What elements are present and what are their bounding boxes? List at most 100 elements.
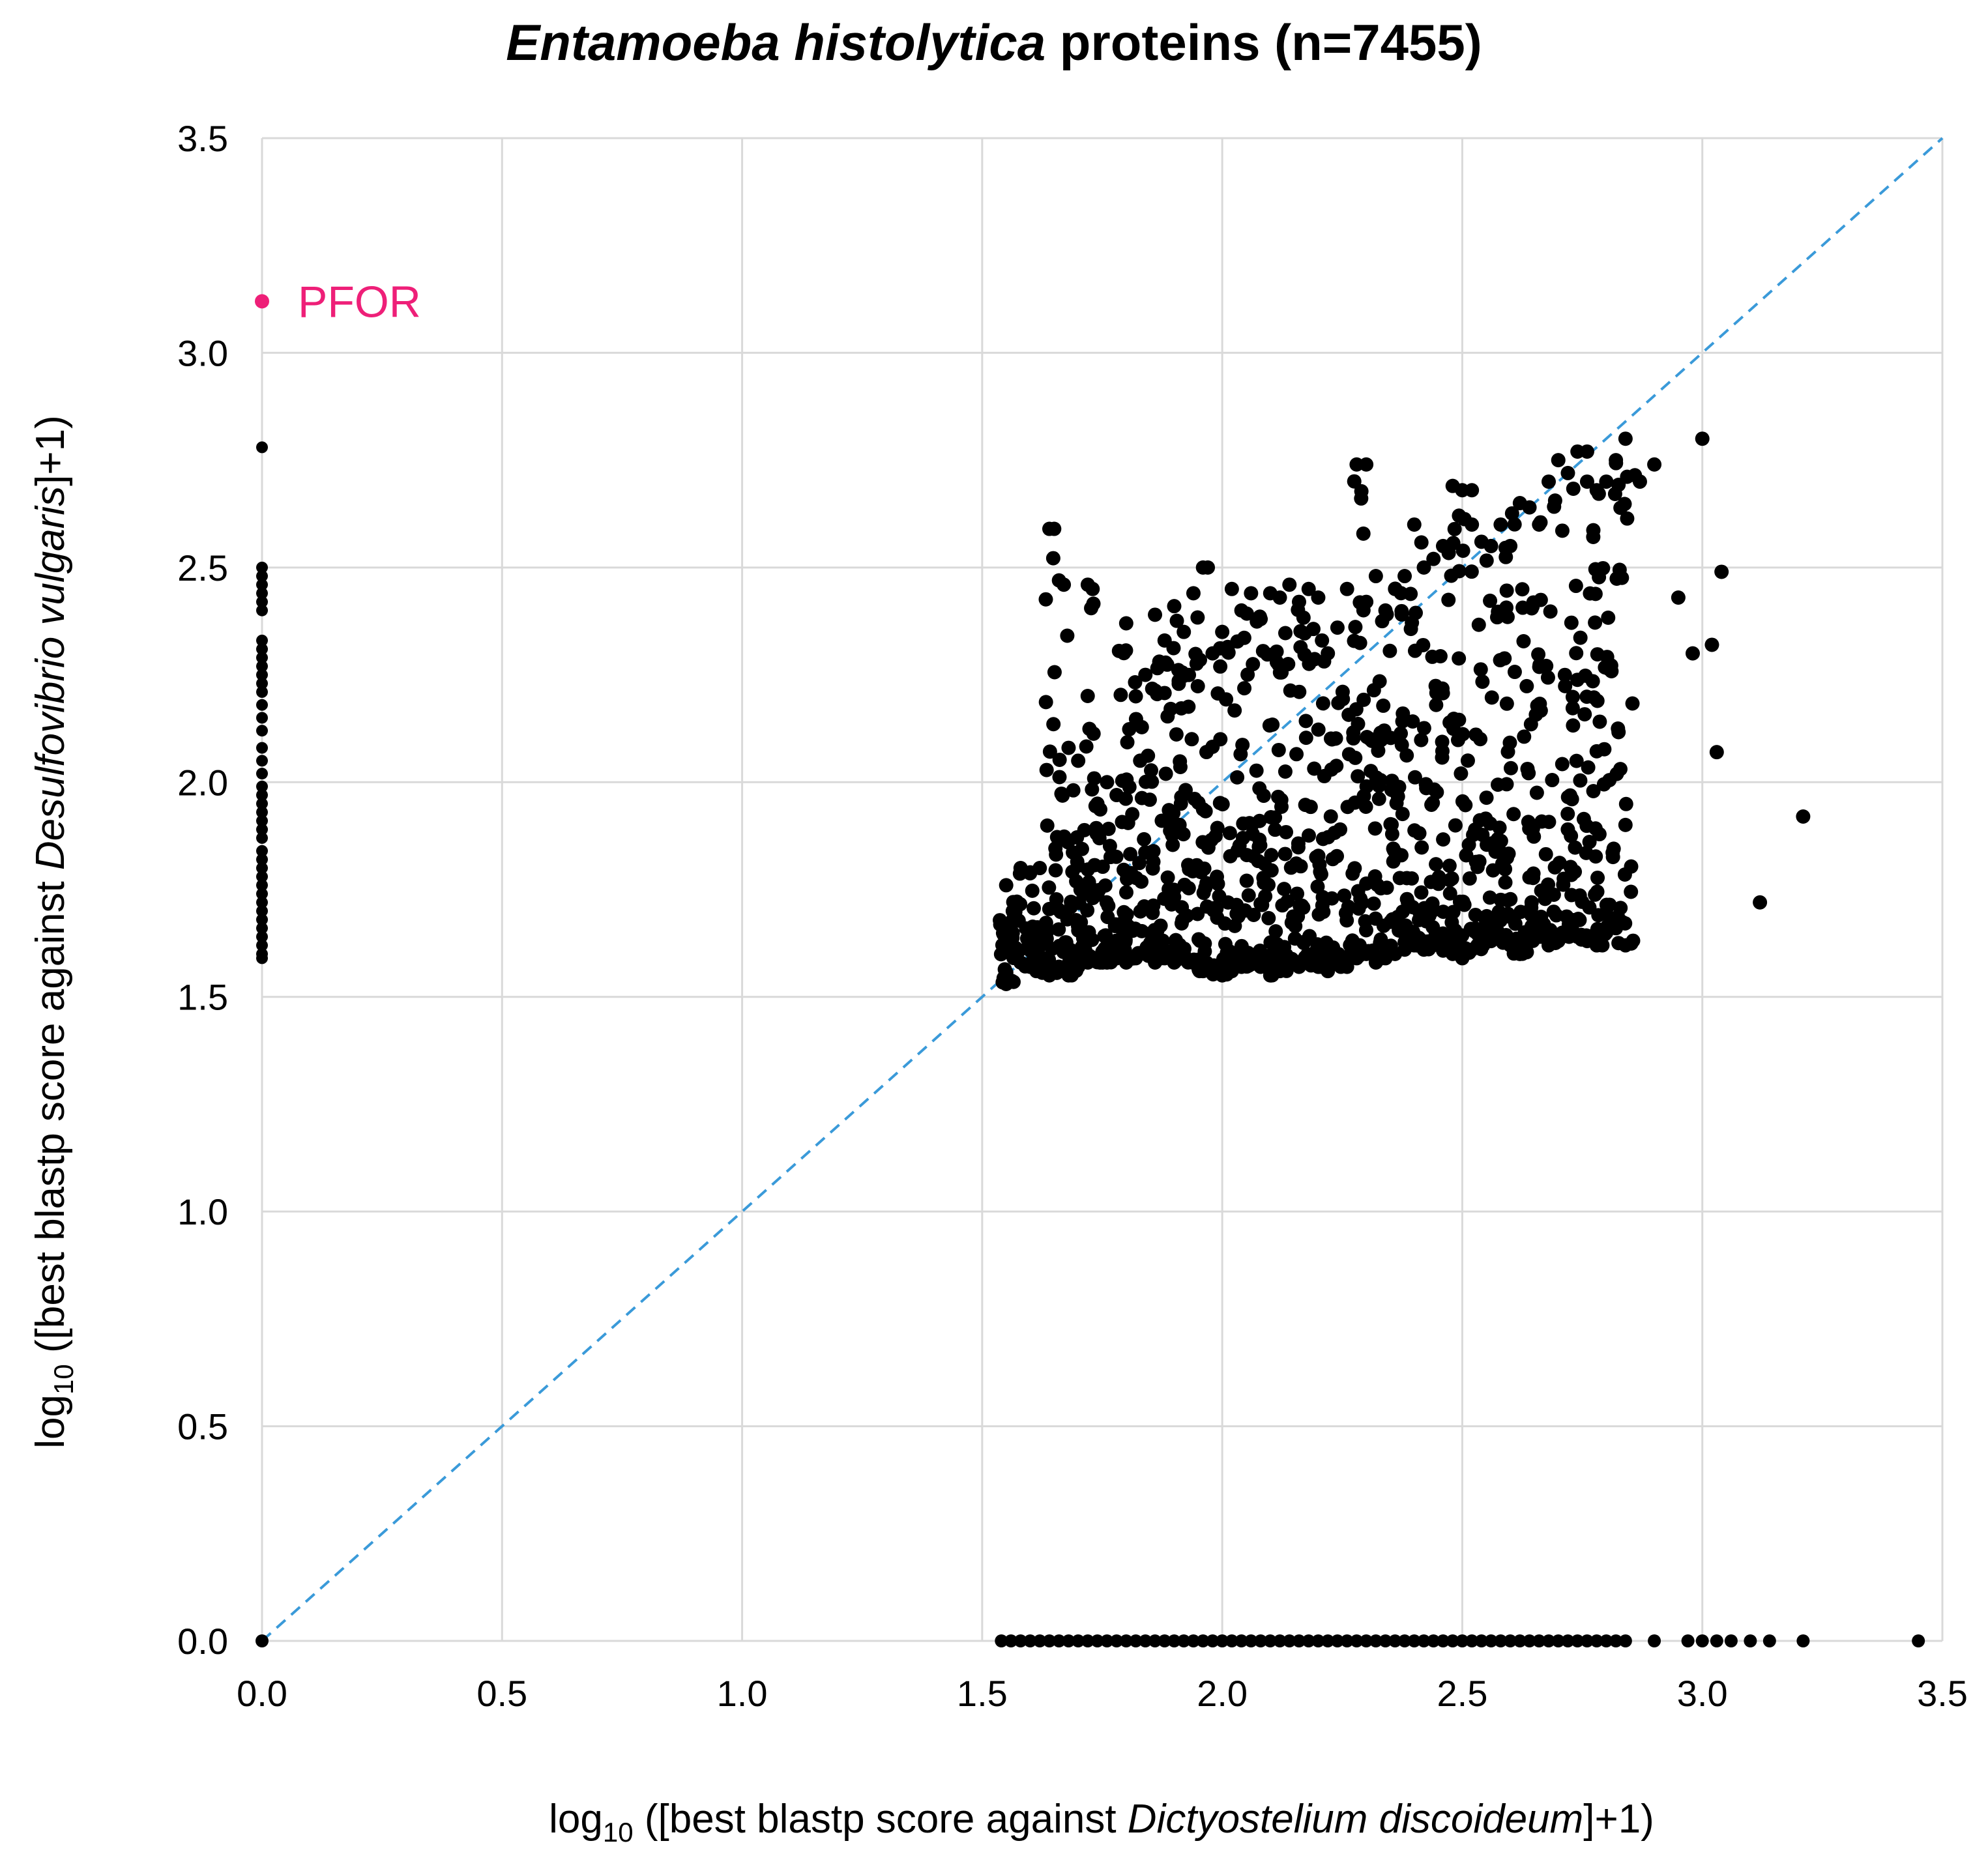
diagonal-reference-line xyxy=(261,137,1944,1642)
data-point xyxy=(1120,815,1135,830)
data-point xyxy=(1441,592,1456,607)
data-point xyxy=(1138,667,1153,682)
data-point xyxy=(1394,848,1409,863)
data-point xyxy=(1427,1634,1440,1647)
data-point xyxy=(1235,1634,1248,1647)
data-point xyxy=(1517,729,1532,744)
chart-title: Entamoeba histolytica proteins (n=7455) xyxy=(506,14,1482,71)
data-point xyxy=(256,905,268,917)
x-tick-label: 2.5 xyxy=(1437,1673,1487,1714)
data-point xyxy=(1609,456,1624,471)
data-point xyxy=(1573,773,1588,788)
data-point xyxy=(1452,564,1467,579)
data-point xyxy=(1269,644,1284,659)
data-point xyxy=(1618,817,1633,832)
data-point xyxy=(1398,918,1413,933)
data-point xyxy=(1039,762,1054,777)
data-point xyxy=(1160,709,1175,724)
data-point xyxy=(1431,869,1446,884)
data-point xyxy=(1278,626,1293,641)
data-point xyxy=(1493,517,1508,532)
data-point xyxy=(1609,766,1624,781)
data-point xyxy=(1611,478,1626,493)
data-point xyxy=(1600,650,1615,665)
data-point xyxy=(1261,910,1276,925)
data-point xyxy=(1572,888,1587,903)
data-point xyxy=(1061,740,1076,755)
data-point xyxy=(1213,659,1228,674)
data-point xyxy=(1237,681,1252,696)
data-point xyxy=(256,561,268,573)
data-point xyxy=(1230,770,1245,785)
data-point xyxy=(1452,651,1467,666)
y-tick-labels: 0.0 0.5 1.0 1.5 2.0 2.5 3.0 3.5 xyxy=(177,118,228,1662)
data-point xyxy=(1180,955,1195,970)
data-point xyxy=(1462,871,1477,886)
data-point xyxy=(1590,1634,1603,1647)
data-point xyxy=(1479,790,1494,805)
data-point xyxy=(1498,862,1513,876)
x-tick-label: 0.5 xyxy=(476,1673,527,1714)
data-point xyxy=(1235,738,1250,753)
data-point xyxy=(1138,774,1153,789)
data-point xyxy=(1066,845,1081,860)
data-point xyxy=(1358,799,1373,814)
data-point xyxy=(1555,757,1570,772)
data-point xyxy=(1315,696,1330,711)
data-point xyxy=(1219,692,1234,707)
y-axis-label-post: ]+1) xyxy=(28,415,73,486)
data-point xyxy=(1311,1634,1325,1647)
data-point xyxy=(1177,941,1191,956)
data-point xyxy=(1048,841,1063,856)
data-point xyxy=(1586,529,1601,544)
data-point xyxy=(1561,1634,1575,1647)
data-point xyxy=(256,587,268,600)
data-point xyxy=(1052,752,1067,767)
data-point xyxy=(1601,661,1616,676)
data-point xyxy=(1337,888,1352,903)
data-point xyxy=(1548,933,1563,948)
data-point xyxy=(256,604,268,616)
data-point xyxy=(1062,1634,1075,1647)
data-point xyxy=(1347,474,1362,489)
data-point xyxy=(256,806,268,818)
data-point xyxy=(1502,735,1517,750)
data-point xyxy=(1369,1634,1382,1647)
data-point xyxy=(1605,850,1620,865)
data-point xyxy=(1026,901,1041,916)
data-point xyxy=(1515,582,1530,597)
data-point xyxy=(1080,688,1095,703)
data-point xyxy=(1264,863,1279,878)
data-point xyxy=(1485,863,1500,878)
data-point xyxy=(1454,766,1469,781)
y-axis-label-italic: Desulfovibrio vulgaris xyxy=(28,486,73,870)
data-point xyxy=(1244,586,1259,601)
data-point xyxy=(1499,583,1514,598)
data-point xyxy=(1100,910,1115,925)
data-point xyxy=(1128,674,1143,689)
data-point xyxy=(1325,852,1340,867)
data-point xyxy=(1442,858,1457,873)
data-point xyxy=(1613,901,1628,916)
data-point xyxy=(1592,714,1607,729)
data-point xyxy=(1060,628,1075,643)
data-point xyxy=(1092,831,1107,846)
data-point xyxy=(1704,637,1719,652)
data-point xyxy=(1341,747,1356,762)
data-point xyxy=(1414,840,1429,855)
data-point xyxy=(1210,876,1225,891)
data-point xyxy=(1483,593,1498,608)
y-tick-label: 1.5 xyxy=(177,977,228,1018)
data-point xyxy=(1196,1634,1210,1647)
data-point xyxy=(1265,717,1280,732)
data-point xyxy=(1346,731,1361,746)
data-point xyxy=(256,832,268,844)
data-point xyxy=(1249,763,1264,778)
data-point xyxy=(1330,1634,1344,1647)
data-point xyxy=(1591,486,1606,501)
data-point xyxy=(1419,914,1434,929)
data-point xyxy=(1167,1634,1181,1647)
data-point xyxy=(1525,926,1540,941)
data-point xyxy=(1004,1634,1018,1647)
data-point xyxy=(256,862,268,875)
